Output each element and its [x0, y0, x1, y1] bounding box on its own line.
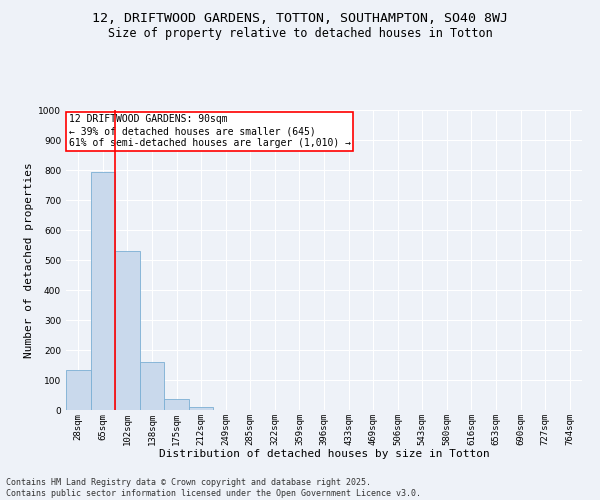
Bar — [189, 407, 214, 410]
Text: 12 DRIFTWOOD GARDENS: 90sqm
← 39% of detached houses are smaller (645)
61% of se: 12 DRIFTWOOD GARDENS: 90sqm ← 39% of det… — [68, 114, 350, 148]
Y-axis label: Number of detached properties: Number of detached properties — [24, 162, 34, 358]
Text: 12, DRIFTWOOD GARDENS, TOTTON, SOUTHAMPTON, SO40 8WJ: 12, DRIFTWOOD GARDENS, TOTTON, SOUTHAMPT… — [92, 12, 508, 26]
X-axis label: Distribution of detached houses by size in Totton: Distribution of detached houses by size … — [158, 449, 490, 459]
Bar — [140, 362, 164, 410]
Text: Size of property relative to detached houses in Totton: Size of property relative to detached ho… — [107, 28, 493, 40]
Bar — [91, 172, 115, 410]
Bar — [66, 370, 91, 410]
Bar — [115, 251, 140, 410]
Text: Contains HM Land Registry data © Crown copyright and database right 2025.
Contai: Contains HM Land Registry data © Crown c… — [6, 478, 421, 498]
Bar — [164, 399, 189, 410]
